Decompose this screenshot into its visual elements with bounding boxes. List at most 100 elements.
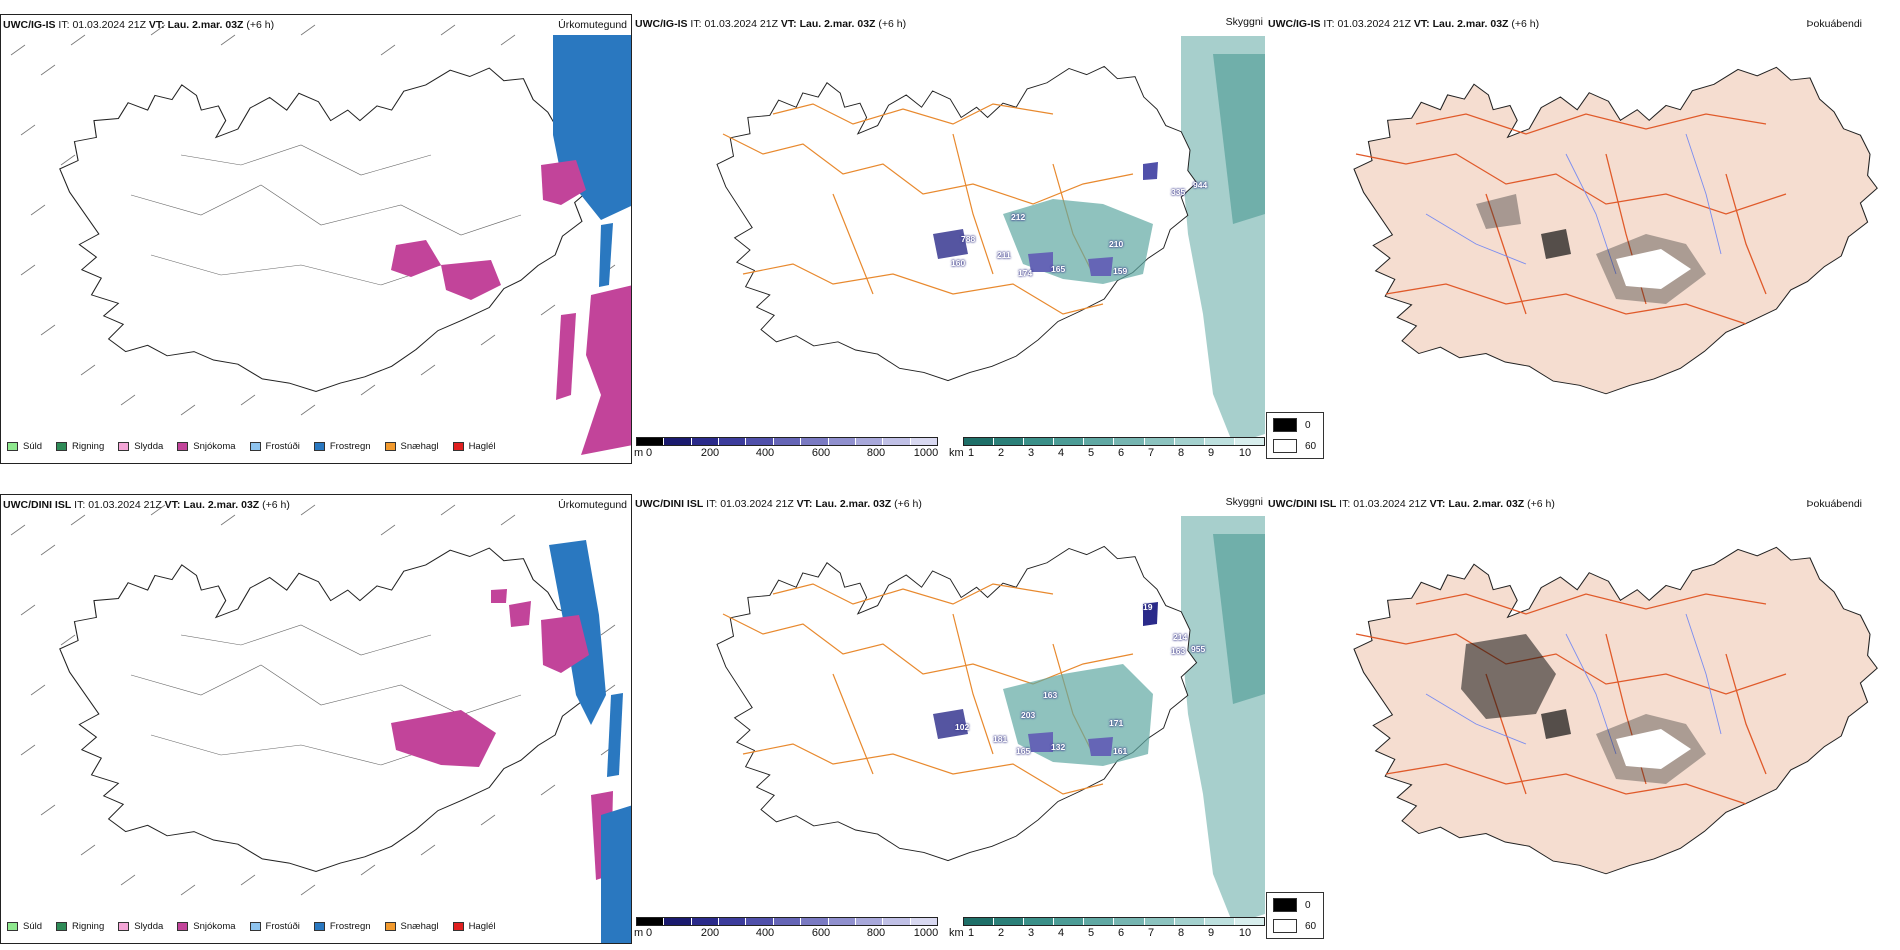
vis-label: 181 [993,734,1008,744]
cloud-key-label: 0 [1305,899,1311,911]
visibility-tick: 2 [997,447,1005,459]
colorbar-segment [801,918,829,925]
legend-item-4: Frostúði [249,921,300,932]
precip-legend: Súld Rigning Slydda Snjókoma Frostúði Fr… [7,441,496,452]
visibility-tick: 7 [1147,927,1155,939]
colorbar-segment [746,918,774,925]
it-value: 01.03.2024 21Z [704,18,778,30]
vis-label: 944 [1193,180,1208,190]
legend-swatch [56,922,68,931]
colorbar-segment [1024,438,1055,445]
colorbar-segment [1204,918,1235,925]
cloud-key-swatch [1273,898,1297,912]
fog-map [1353,546,1878,875]
cloud-key-swatch [1273,439,1297,453]
cloud-key: 0 60 [1266,412,1324,459]
visibility-panel-bottom: 203 163 181 165 132 171 161 102 214 163 … [633,494,1265,944]
cloud-key-label: 0 [1305,419,1311,431]
legend-label: Snjókoma [193,921,236,932]
visibility-tick: 4 [1057,447,1065,459]
visibility-tick: 6 [1117,927,1125,939]
visibility-tick: 5 [1087,447,1095,459]
height-colorbar: m 0 200 400 600 800 1000 [634,917,938,940]
precip-type-map [10,504,631,943]
visibility-tick: 2 [997,927,1005,939]
visibility-unit: km [949,927,964,939]
colorbar-segment [691,918,720,925]
colorbar-segment [1174,438,1205,445]
precip-legend: Súld Rigning Slydda Snjókoma Frostúði Fr… [7,921,496,932]
height-tick: 1000 [913,447,939,459]
colorbar-segment [719,918,747,925]
it-label: IT: [1339,498,1351,510]
legend-item-1: Rigning [56,921,104,932]
legend-swatch [249,922,261,931]
vt-label: VT: [780,18,797,30]
visibility-colorbar: km 1 2 3 4 5 6 7 8 9 10 [949,437,1265,460]
legend-swatch [384,442,396,451]
cloud-key-swatch [1273,919,1297,933]
panel-title: UWC/IG-IS IT: 01.03.2024 21Z VT: Lau. 2.… [3,19,274,31]
it-value: 01.03.2024 21Z [720,498,794,510]
colorbar-segment [855,918,884,925]
legend-label: Slydda [134,441,164,452]
vt-label: VT: [164,499,181,511]
colorbar-segment [719,438,747,445]
visibility-title: Skyggni [1225,496,1263,508]
legend-item-1: Rigning [56,441,104,452]
legend-label: Frostúði [265,921,300,932]
colorbar-segment [883,918,911,925]
visibility-colorbar-strip [963,917,1265,926]
colorbar-segment [1234,438,1264,445]
legend-item-3: Snjókoma [177,441,236,452]
visibility-tick: 9 [1207,927,1215,939]
cloud-key-label: 60 [1305,920,1317,932]
vis-label: 211 [997,250,1011,260]
cloud-key-swatch [1273,418,1297,432]
model-name: UWC/DINI ISL [3,499,72,511]
colorbar-segment [964,438,995,445]
cloud-key-row: 60 [1273,439,1316,453]
colorbar-segment [828,438,856,445]
legend-swatch [452,442,464,451]
colorbar-segment [1144,438,1175,445]
legend-swatch [56,442,68,451]
colorbar-segment [994,438,1025,445]
precip-type-panel-bottom: UWC/DINI ISL IT: 01.03.2024 21Z VT: Lau.… [0,494,632,944]
it-label: IT: [706,498,718,510]
it-label: IT: [1323,18,1335,30]
visibility-tick: 6 [1117,447,1125,459]
it-value: 01.03.2024 21Z [88,499,162,511]
cloud-key-row: 0 [1273,418,1311,432]
height-tick: 800 [866,927,886,939]
colorbar-segment [1084,918,1115,925]
legend-item-0: Súld [7,441,42,452]
legend-label: Rigning [72,921,105,932]
it-value: 01.03.2024 21Z [1353,498,1427,510]
vis-label: 159 [1113,266,1128,276]
lead-time: (+6 h) [1511,18,1540,30]
colorbar-segment [1234,918,1264,925]
visibility-title: Skyggni [1225,16,1263,28]
vt-value: Lau. 2.mar. 03Z [815,498,892,510]
panel-title: UWC/DINI ISL IT: 01.03.2024 21Z VT: Lau.… [1268,498,1555,510]
colorbar-segment [855,438,884,445]
vis-label: 132 [1051,742,1066,752]
colorbar-segment [637,918,665,925]
vt-value: Lau. 2.mar. 03Z [1432,18,1509,30]
vis-label: 214 [1173,632,1188,642]
vis-label: 19 [1143,602,1153,612]
fog-map [1353,66,1878,395]
colorbar-segment [883,438,911,445]
colorbar-segment [664,438,692,445]
precip-type-map [10,24,631,455]
it-value: 01.03.2024 21Z [1337,18,1411,30]
visibility-tick: 3 [1027,927,1035,939]
vis-label: 788 [961,234,976,244]
legend-item-4: Frostúði [249,441,300,452]
legend-label: Haglél [468,441,496,452]
legend-swatch [249,442,261,451]
legend-label: Frostregn [329,441,371,452]
colorbar-segment [801,438,829,445]
vis-label: 174 [1018,268,1033,278]
